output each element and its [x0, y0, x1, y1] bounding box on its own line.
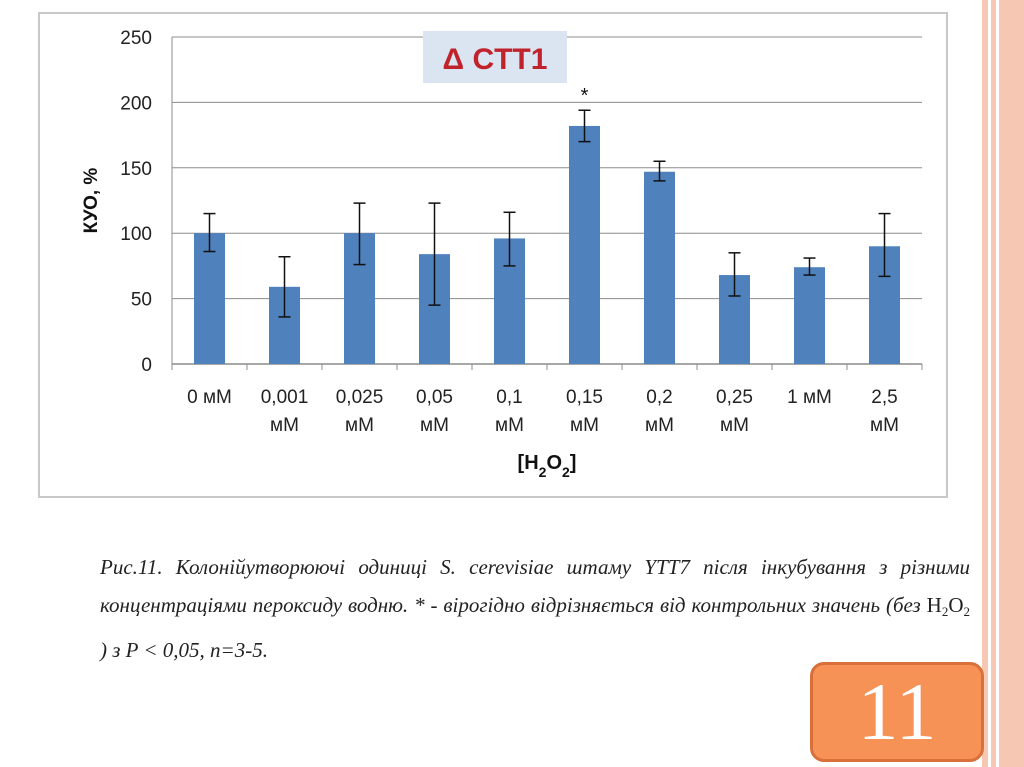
x-tick-label: 0,25: [716, 387, 753, 408]
x-axis-label: [H2O2]: [518, 452, 577, 480]
y-tick-label: 50: [131, 290, 152, 311]
chart-frame: 0 50 100 150 200 250 0 мМ 0,001 мМ 0,025 мМ 0,05 мМ 0…: [38, 12, 948, 498]
x-tick-label: 0,001: [261, 387, 309, 408]
x-tick-label: 0 мМ: [187, 387, 232, 408]
bar-chart: 0 50 100 150 200 250 0 мМ 0,001 мМ 0,025 мМ 0,05 мМ 0…: [81, 28, 923, 480]
border-stripe: [988, 0, 991, 767]
caption-mid: штаму YTT7 після інкубування з різними к…: [100, 555, 970, 617]
x-tick-label: мМ: [495, 415, 524, 436]
bar: [794, 267, 825, 364]
figure-caption: Рис.11. Колонійутворюючі одиниці S. cere…: [100, 548, 970, 669]
x-tick-label: 0,2: [646, 387, 672, 408]
bar: [644, 171, 675, 364]
y-axis-label: КУО, %: [81, 168, 102, 234]
caption-compound-sub2: 2: [963, 604, 971, 619]
y-tick-label: 0: [141, 355, 152, 376]
bar: [194, 233, 225, 364]
y-tick-label: 100: [120, 224, 152, 245]
x-tick-label: мМ: [720, 415, 749, 436]
decorative-border: [982, 0, 1024, 767]
caption-suffix: ) з P < 0,05, n=3-5.: [100, 638, 268, 662]
x-tick-label: 1 мМ: [787, 387, 832, 408]
caption-compound-h: H: [926, 593, 942, 617]
x-tick-label: мМ: [570, 415, 599, 436]
x-axis-label-subscript: 2: [539, 464, 547, 480]
x-tick-label: мМ: [270, 415, 299, 436]
y-tick-label: 150: [120, 159, 152, 180]
caption-prefix: Рис.11. Колонійутворюючі одиниці: [100, 555, 441, 579]
x-tick-label: 0,1: [496, 387, 522, 408]
chart-title-background: [423, 31, 567, 83]
x-tick-label: 0,025: [336, 387, 384, 408]
x-tick-label: мМ: [870, 415, 899, 436]
x-axis-label-subscript: 2: [562, 464, 570, 480]
bar: [569, 125, 600, 364]
border-stripe: [996, 0, 999, 767]
page-number-badge: 11: [810, 662, 984, 762]
x-tick-label: 0,15: [566, 387, 603, 408]
x-tick-label: мМ: [420, 415, 449, 436]
caption-species: S. cerevisiae: [440, 555, 554, 579]
caption-compound-o: O: [948, 593, 964, 617]
chart-title: Δ CTT1: [443, 43, 548, 76]
x-tick-label: мМ: [345, 415, 374, 436]
y-tick-label: 200: [120, 93, 152, 114]
y-tick-label: 250: [120, 28, 152, 49]
x-tick-label: 2,5: [871, 387, 897, 408]
caption-compound-sub1: 2: [941, 604, 949, 619]
significance-marker: *: [581, 85, 589, 107]
x-tick-label: 0,05: [416, 387, 453, 408]
x-tick-label: мМ: [645, 415, 674, 436]
